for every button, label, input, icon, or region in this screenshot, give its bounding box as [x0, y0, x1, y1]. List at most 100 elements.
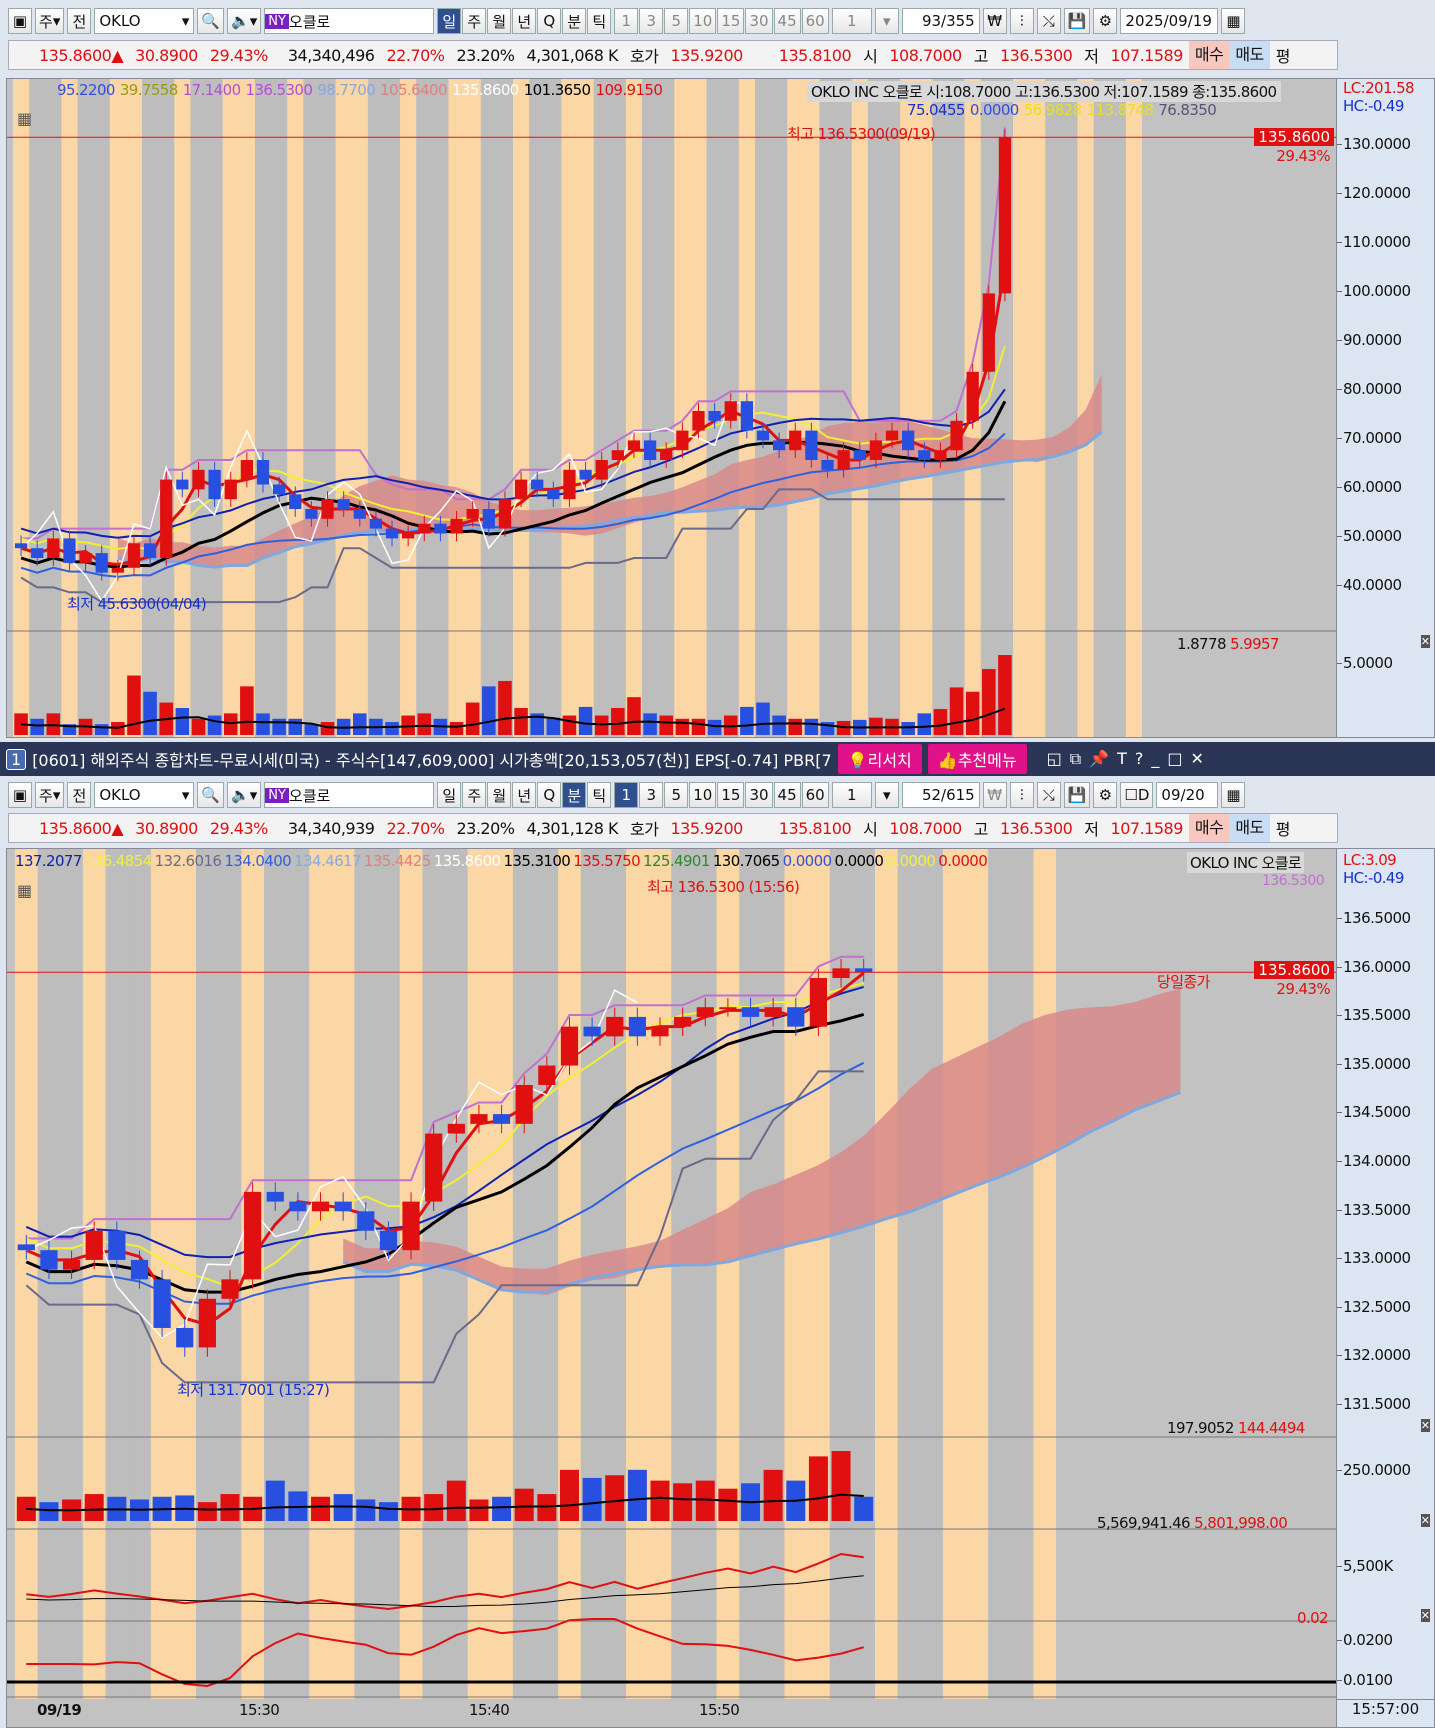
trend-icon[interactable]: ⤯ — [1036, 782, 1061, 808]
sell-button[interactable]: 매도 — [1229, 41, 1270, 69]
layout-icon[interactable]: ▣ — [8, 782, 32, 808]
chevron-down-icon[interactable]: ▾ — [874, 8, 899, 34]
period-button[interactable]: 주 — [462, 782, 487, 808]
price-axis[interactable]: LC:3.09 HC:-0.49 136.5000 136.0000 135.500… — [1336, 849, 1434, 1727]
minute-chart-panel[interactable]: 137.2077 136.4854 132.6016 134.0400 134.4617… — [6, 848, 1435, 1728]
period-button[interactable]: 일 — [437, 782, 462, 808]
minute-button[interactable]: 45 — [773, 8, 801, 34]
minute-chart-canvas[interactable] — [7, 849, 1338, 1699]
multiplier-select[interactable]: 1 — [831, 782, 872, 808]
chevron-down-icon[interactable]: ▾ — [874, 782, 899, 808]
symbol-input[interactable]: OKLO ▾ — [94, 8, 195, 34]
name-input[interactable]: NY 오클로 — [264, 782, 435, 808]
minute-button[interactable]: 60 — [801, 8, 829, 34]
chevron-down-icon[interactable]: ▾ — [181, 12, 190, 30]
search-icon[interactable]: 🔍 — [197, 782, 225, 808]
market-select[interactable]: 주 ▾ — [35, 8, 65, 34]
period-button[interactable]: 틱 — [587, 8, 612, 34]
research-button[interactable]: 💡리서치 — [837, 744, 922, 774]
minute-button[interactable]: 1 — [614, 782, 639, 808]
save-icon[interactable]: 💾 — [1063, 782, 1091, 808]
pin-icon[interactable]: 📌 — [1089, 749, 1118, 768]
candle — [789, 430, 802, 451]
save-icon[interactable]: 💾 — [1063, 8, 1091, 34]
obv-value: 5,801,998.00 — [1194, 1514, 1288, 1532]
minute-button[interactable]: 30 — [745, 782, 773, 808]
layout-icon[interactable]: ▣ — [8, 8, 32, 34]
calendar-icon[interactable]: ▦ — [1221, 8, 1246, 34]
minute-button[interactable]: 10 — [689, 8, 717, 34]
candle-icon[interactable]: ⫶ — [1009, 8, 1034, 34]
grid-icon[interactable]: ▦ — [17, 881, 33, 900]
period-button[interactable]: 년 — [512, 8, 537, 34]
copy-icon[interactable]: ⧉ — [1069, 749, 1090, 768]
avg-button[interactable]: 평 — [1275, 47, 1291, 66]
avg-button[interactable]: 평 — [1275, 820, 1291, 839]
speaker-icon[interactable]: 🔈▾ — [227, 8, 262, 34]
minute-button[interactable]: 5 — [664, 782, 689, 808]
period-button[interactable]: 년 — [512, 782, 537, 808]
minute-button[interactable]: 3 — [639, 8, 664, 34]
expand-icon[interactable]: ✕ — [1420, 1609, 1430, 1622]
expand-icon[interactable]: ✕ — [1420, 1514, 1430, 1527]
market-select[interactable]: 주 ▾ — [35, 782, 65, 808]
minute-button[interactable]: 5 — [664, 8, 689, 34]
gear-icon[interactable]: ⚙ — [1093, 8, 1118, 34]
candle-icon[interactable]: ⫶ — [1009, 782, 1034, 808]
currency-icon[interactable]: ₩ — [982, 8, 1007, 34]
period-button[interactable]: Q — [537, 782, 562, 808]
period-button[interactable]: 일 — [437, 8, 462, 34]
period-button[interactable]: 틱 — [587, 782, 612, 808]
minute-button[interactable]: 10 — [689, 782, 717, 808]
search-icon[interactable]: 🔍 — [197, 8, 225, 34]
expand-icon[interactable]: ✕ — [1420, 1419, 1430, 1432]
font-icon[interactable]: T — [1117, 749, 1135, 768]
symbol-input[interactable]: OKLO ▾ — [94, 782, 195, 808]
session-band — [561, 79, 579, 737]
restore-icon[interactable]: ◱ — [1046, 749, 1070, 768]
period-button[interactable]: 분 — [562, 782, 587, 808]
period-button[interactable]: 분 — [562, 8, 587, 34]
multiplier-select[interactable]: 1 — [831, 8, 872, 34]
count-field[interactable]: 93/355 — [901, 8, 980, 34]
count-field[interactable]: 52/615 — [901, 782, 980, 808]
minute-button[interactable]: 15 — [717, 782, 745, 808]
daily-chart-panel[interactable]: 95.2200 39.7558 17.1400 136.5300 98.7700 105.… — [6, 78, 1435, 738]
session-band — [835, 79, 853, 737]
calendar-icon[interactable]: ▦ — [1221, 782, 1246, 808]
minute-button[interactable]: 1 — [614, 8, 639, 34]
minute-button[interactable]: 60 — [801, 782, 829, 808]
recommend-button[interactable]: 👍추천메뉴 — [927, 744, 1027, 774]
speaker-icon[interactable]: 🔈▾ — [227, 782, 262, 808]
period-button[interactable]: 월 — [487, 8, 512, 34]
period-button[interactable]: 주 — [462, 8, 487, 34]
minute-button[interactable]: 45 — [773, 782, 801, 808]
currency-icon[interactable]: ₩ — [982, 782, 1007, 808]
full-button[interactable]: 전 — [67, 782, 92, 808]
buy-button[interactable]: 매수 — [1188, 41, 1230, 69]
full-button[interactable]: 전 — [67, 8, 92, 34]
name-input[interactable]: NY 오클로 — [264, 8, 435, 34]
trend-icon[interactable]: ⤯ — [1036, 8, 1061, 34]
date-field[interactable]: 09/20 — [1156, 782, 1219, 808]
help-icon[interactable]: ? — [1134, 749, 1152, 768]
gear-icon[interactable]: ⚙ — [1093, 782, 1118, 808]
period-button[interactable]: Q — [537, 8, 562, 34]
price-axis[interactable]: LC:201.58 HC:-0.49 130.0000 120.0000 110.0… — [1336, 79, 1434, 737]
expand-icon[interactable]: ✕ — [1420, 635, 1430, 648]
period-button[interactable]: 월 — [487, 782, 512, 808]
close-icon[interactable]: ✕ — [1190, 749, 1212, 768]
daily-chart-canvas[interactable] — [7, 79, 1338, 737]
sell-button[interactable]: 매도 — [1229, 814, 1270, 842]
minimize-icon[interactable]: _ — [1151, 749, 1168, 768]
date-field[interactable]: 2025/09/19 — [1120, 8, 1219, 34]
minute-button[interactable]: 3 — [639, 782, 664, 808]
d-checkbox[interactable]: ☐ D — [1120, 782, 1154, 808]
session-band — [988, 849, 1012, 1699]
chevron-down-icon[interactable]: ▾ — [181, 786, 190, 804]
grid-icon[interactable]: ▦ — [17, 109, 33, 128]
minute-button[interactable]: 15 — [717, 8, 745, 34]
maximize-icon[interactable]: □ — [1167, 749, 1191, 768]
buy-button[interactable]: 매수 — [1188, 814, 1230, 842]
minute-button[interactable]: 30 — [745, 8, 773, 34]
